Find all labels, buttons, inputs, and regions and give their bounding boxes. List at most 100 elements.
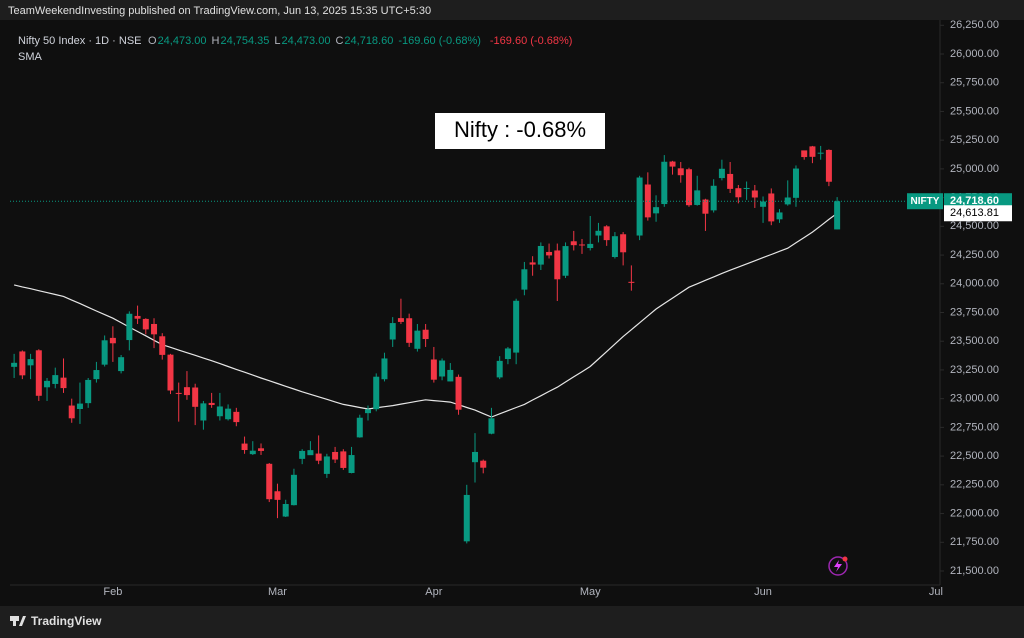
- y-tick-label: 23,250.00: [950, 364, 999, 376]
- x-tick-label: Feb: [103, 586, 122, 598]
- candle-body: [595, 230, 602, 236]
- candle-body: [669, 161, 676, 167]
- alert-icon[interactable]: [828, 556, 848, 576]
- tv-logo: [10, 616, 26, 626]
- sma-tag: 24,613.81: [950, 207, 999, 219]
- candle-body: [348, 455, 355, 473]
- y-tick-label: 22,500.00: [950, 450, 999, 462]
- candle-body: [529, 262, 536, 265]
- candle-body: [258, 448, 265, 451]
- candle-body: [496, 360, 503, 378]
- candle-body: [760, 201, 767, 207]
- candle-body: [183, 387, 190, 396]
- candle-body: [718, 168, 725, 179]
- y-tick-label: 25,750.00: [950, 77, 999, 89]
- candle-body: [587, 243, 594, 249]
- candle-body: [323, 456, 330, 474]
- candle-body: [463, 494, 470, 542]
- candle-body: [35, 350, 42, 396]
- annotation: Nifty : -0.68%: [454, 117, 586, 142]
- y-tick-label: 26,250.00: [950, 19, 999, 31]
- candle-body: [768, 193, 775, 222]
- candle-body: [266, 463, 273, 500]
- symbol-label: Nifty 50 Index · 1D · NSE: [18, 35, 142, 47]
- candle-body: [562, 246, 569, 276]
- candle-body: [710, 185, 717, 211]
- candle-body: [406, 318, 413, 343]
- y-tick-label: 24,500.00: [950, 220, 999, 232]
- candle-body: [727, 173, 734, 189]
- candle-body: [422, 329, 429, 340]
- price-tag-bg: [944, 193, 1012, 210]
- y-tick-label: 23,000.00: [950, 393, 999, 405]
- candle-body: [702, 199, 709, 214]
- candle-body: [151, 323, 158, 335]
- candle-body: [142, 318, 149, 330]
- candle-body: [620, 234, 627, 253]
- candle-body: [274, 491, 281, 500]
- candle-body: [44, 380, 51, 388]
- y-tick-label: 22,250.00: [950, 479, 999, 491]
- candle-body: [414, 330, 421, 349]
- candle-body: [93, 370, 100, 380]
- y-tick-label: 21,500.00: [950, 565, 999, 577]
- y-tick-label: 22,000.00: [950, 507, 999, 519]
- candle-body: [677, 168, 684, 176]
- candle-body: [472, 451, 478, 463]
- footer-bar: [0, 606, 1024, 638]
- published-note: TeamWeekendInvesting published on Tradin…: [8, 5, 431, 17]
- legend-key: H: [212, 35, 220, 47]
- candle-body: [447, 369, 454, 382]
- candle-body: [208, 402, 215, 405]
- candle-body: [109, 337, 116, 344]
- candle-body: [513, 300, 520, 353]
- legend-change: -169.60 (-0.68%): [398, 35, 481, 47]
- x-tick-label: Jul: [929, 586, 943, 598]
- candle-body: [834, 201, 841, 230]
- x-tick-label: Jun: [754, 586, 772, 598]
- candle-body: [488, 418, 495, 434]
- candle-body: [356, 417, 363, 438]
- candle-body: [85, 379, 92, 404]
- y-tick-label: 23,750.00: [950, 306, 999, 318]
- y-tick-label: 25,500.00: [950, 105, 999, 117]
- candle-body: [603, 226, 610, 241]
- candle-body: [611, 236, 618, 258]
- candle-body: [332, 451, 339, 460]
- candle-body: [661, 161, 668, 205]
- candle-body: [439, 360, 446, 377]
- candle-body: [636, 177, 643, 236]
- candle-body: [167, 354, 174, 391]
- price-tag-name-bg: [907, 193, 943, 210]
- candle-body: [570, 241, 577, 246]
- candle-body: [825, 149, 832, 182]
- candle-body: [159, 336, 166, 355]
- alert-icon-bolt: [834, 560, 842, 572]
- candle-body: [389, 323, 396, 340]
- candle-body: [776, 212, 783, 220]
- candle-body: [315, 453, 322, 461]
- y-tick-label: 25,250.00: [950, 134, 999, 146]
- candle-body: [809, 146, 816, 157]
- footer-brand: TradingView: [31, 614, 102, 628]
- candle-body: [455, 376, 462, 410]
- legend-value: 24,754.35: [220, 35, 269, 47]
- candle-body: [340, 451, 347, 468]
- sma-tag-bg: [944, 205, 1012, 222]
- candle-body: [653, 207, 660, 214]
- candle-body: [554, 250, 561, 280]
- candle-body: [504, 348, 511, 360]
- candle-body: [644, 184, 651, 218]
- ohlc-legend: O 24,473.00 H 24,754.35 L 24,473.00 C 24,718.60…: [148, 35, 572, 47]
- x-tick-label: Apr: [425, 586, 442, 598]
- legend-key: O: [148, 35, 157, 47]
- candle-body: [817, 152, 824, 154]
- y-tick-label: 23,500.00: [950, 335, 999, 347]
- y-tick-label: 26,000.00: [950, 48, 999, 60]
- candle-body: [373, 376, 380, 410]
- candle-body: [792, 168, 799, 198]
- alert-dot: [842, 556, 848, 562]
- y-tick-label: 25,000.00: [950, 163, 999, 175]
